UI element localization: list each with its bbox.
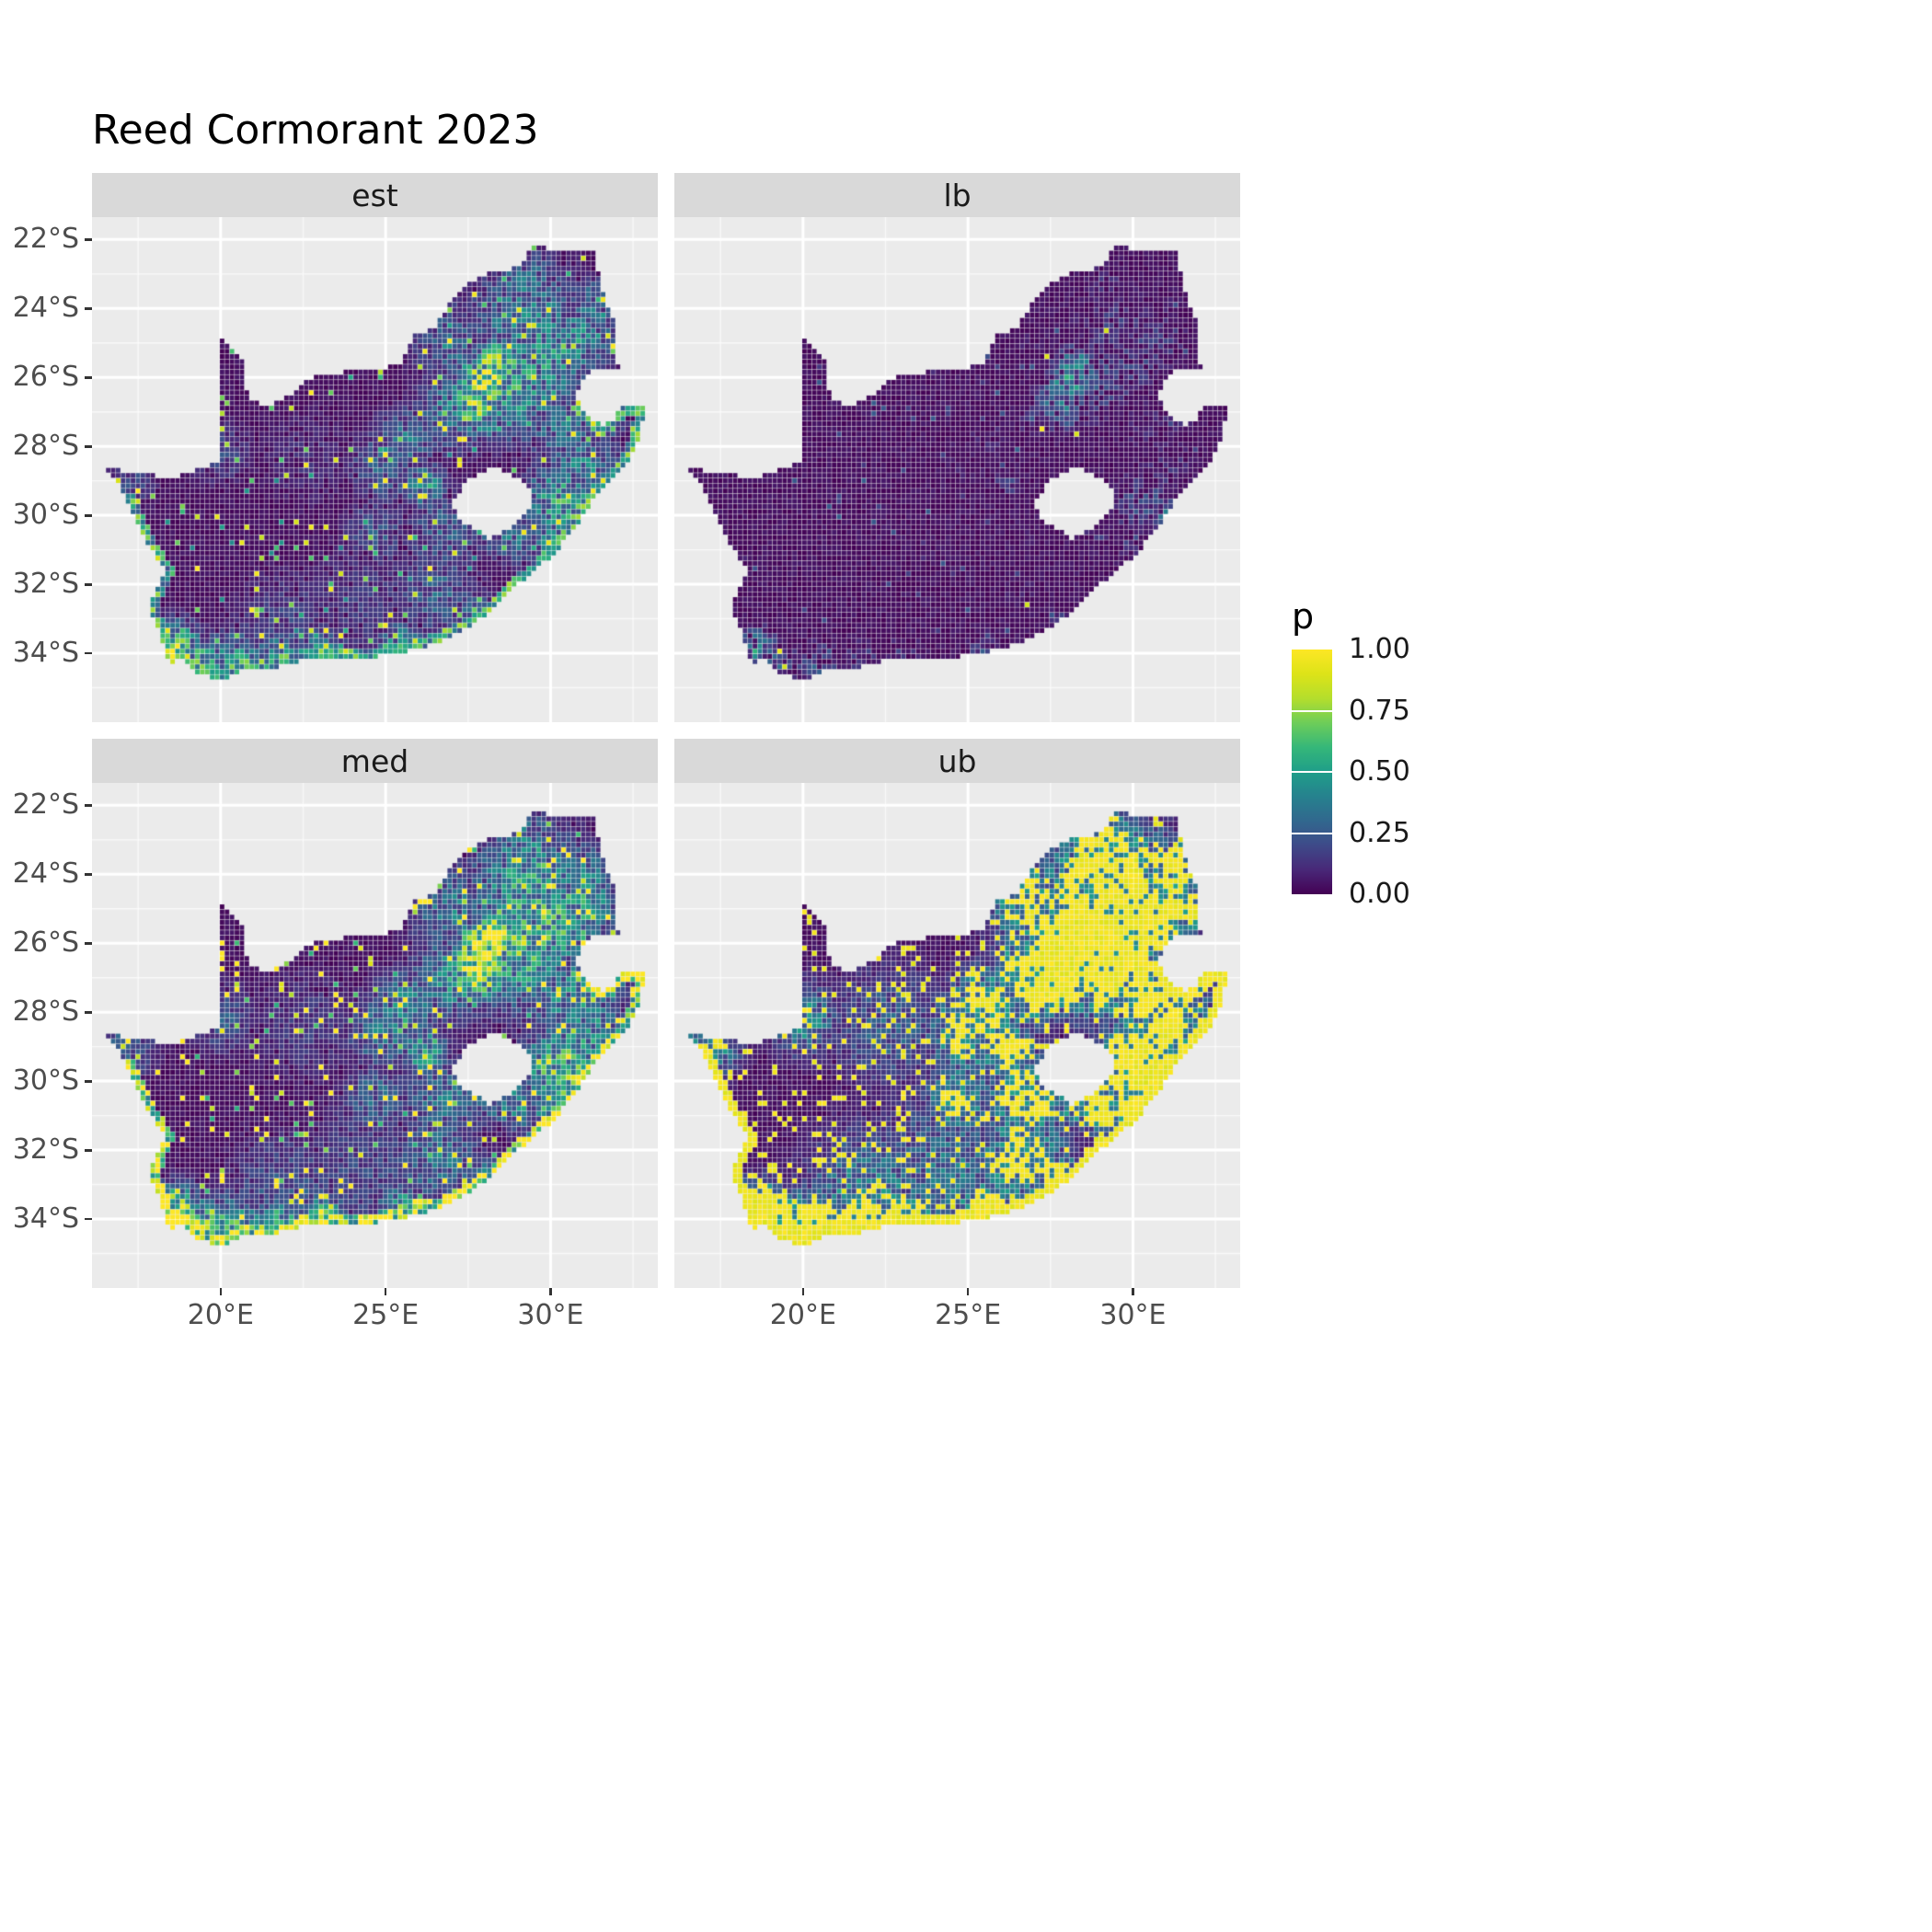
legend-tick-mark [1292,771,1332,773]
y-axis-tick-label: 24°S [12,857,79,891]
y-axis-tick-mark [85,1217,92,1221]
x-axis-tick-mark [801,1288,805,1295]
facet-strip-est: est [92,173,658,217]
facet-strip-label: est [351,177,398,213]
facet-strip-lb: lb [674,173,1240,217]
y-axis-tick-label: 26°S [12,926,79,960]
facet-strip-label: lb [943,177,972,213]
x-axis-tick-mark [966,1288,970,1295]
x-axis-tick-label: 30°E [517,1299,584,1331]
legend-label: 0.00 [1349,878,1410,910]
x-axis-tick-label: 25°E [352,1299,420,1331]
x-axis-tick-label: 20°E [769,1299,836,1331]
y-axis-tick-mark [85,238,92,241]
legend-tick-mark [1292,832,1332,834]
y-axis-tick-mark [85,1149,92,1152]
facet-strip-label: ub [937,742,977,779]
y-axis-tick-label: 22°S [12,788,79,822]
y-axis-tick-mark [85,942,92,945]
legend-title: p [1292,596,1315,637]
x-axis-tick-label: 30°E [1099,1299,1167,1331]
map-panel-est [92,217,658,722]
map-panel-lb [674,217,1240,722]
y-axis-tick-mark [85,1080,92,1083]
legend-label: 0.75 [1349,694,1410,727]
y-axis-tick-label: 32°S [12,1133,79,1167]
y-axis-tick-label: 34°S [12,1202,79,1235]
y-axis-tick-mark [85,1011,92,1014]
x-axis-tick-label: 20°E [187,1299,254,1331]
facet-strip-label: med [340,742,409,779]
map-panel-med [92,783,658,1288]
y-axis-tick-label: 32°S [12,568,79,601]
legend-label: 1.00 [1349,633,1410,665]
y-axis-tick-label: 24°S [12,292,79,325]
y-axis-tick-label: 28°S [12,430,79,463]
y-axis-tick-mark [85,583,92,586]
facet-strip-ub: ub [674,739,1240,783]
map-panel-ub [674,783,1240,1288]
y-axis-tick-mark [85,873,92,876]
x-axis-tick-label: 25°E [935,1299,1002,1331]
x-axis-tick-mark [549,1288,552,1295]
y-axis-tick-label: 28°S [12,995,79,1029]
y-axis-tick-mark [85,376,92,379]
y-axis-tick-label: 34°S [12,636,79,669]
y-axis-tick-mark [85,445,92,448]
y-axis-tick-label: 30°S [12,1064,79,1098]
y-axis-tick-mark [85,804,92,807]
legend-colorbar [1292,650,1332,894]
y-axis-tick-label: 26°S [12,361,79,394]
y-axis-tick-mark [85,307,92,310]
x-axis-tick-mark [384,1288,387,1295]
legend-tick-mark [1292,709,1332,712]
legend-label: 0.50 [1349,755,1410,788]
x-axis-tick-mark [219,1288,223,1295]
legend-label: 0.25 [1349,816,1410,849]
y-axis-tick-mark [85,514,92,517]
plot-title: Reed Cormorant 2023 [92,107,539,154]
facet-strip-med: med [92,739,658,783]
y-axis-tick-label: 22°S [12,223,79,256]
y-axis-tick-mark [85,651,92,655]
x-axis-tick-mark [1132,1288,1134,1295]
y-axis-tick-label: 30°S [12,499,79,532]
